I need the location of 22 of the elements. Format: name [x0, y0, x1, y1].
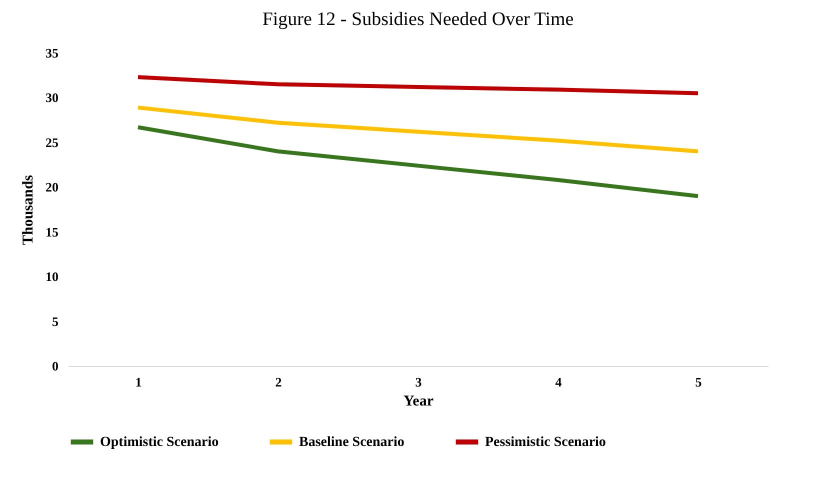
legend-label: Pessimistic Scenario — [485, 435, 606, 450]
x-tick-label: 4 — [555, 374, 562, 390]
x-tick-label: 1 — [135, 374, 142, 390]
y-axis-title: Thousands — [20, 174, 36, 246]
x-tick-label: 2 — [275, 374, 282, 390]
y-tick-label: 15 — [46, 224, 59, 240]
y-tick-label: 30 — [46, 90, 58, 106]
line-series — [136, 106, 700, 154]
y-tick-label: 0 — [52, 358, 58, 374]
x-axis-title: Year — [404, 394, 434, 410]
y-tick-label: 35 — [46, 46, 59, 60]
line-series — [136, 125, 700, 198]
y-tick-label: 25 — [46, 134, 59, 150]
line-series — [136, 75, 700, 96]
legend-label: Baseline Scenario — [299, 435, 404, 450]
y-tick-label: 5 — [52, 314, 59, 329]
legend-label: Optimistic Scenario — [100, 435, 219, 450]
y-tick-label: 10 — [46, 269, 58, 284]
chart-title: Figure 12 - Subsidies Needed Over Time — [262, 9, 574, 30]
x-tick-label: 5 — [695, 374, 702, 390]
x-tick-label: 3 — [415, 374, 422, 390]
y-tick-label: 20 — [46, 180, 58, 195]
